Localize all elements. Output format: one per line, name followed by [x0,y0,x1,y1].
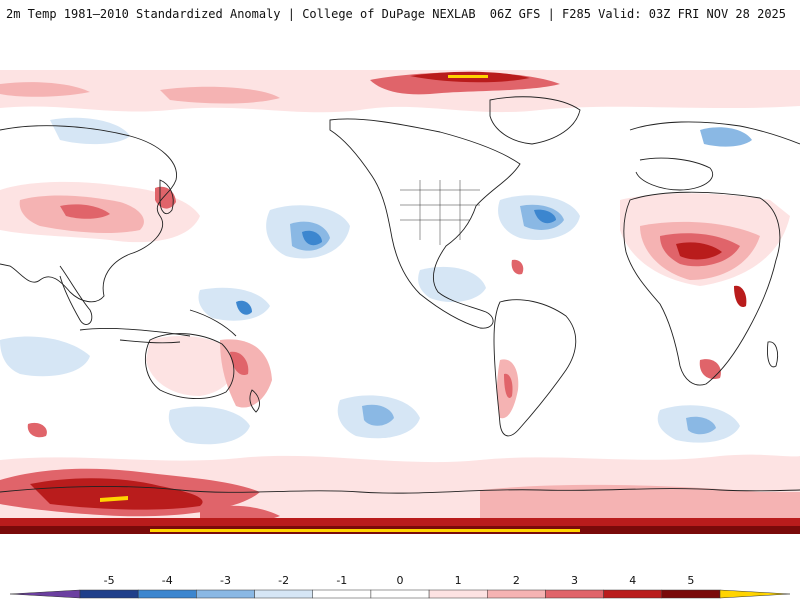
alaska-cold [50,117,130,145]
colorbar-tick-label: -2 [278,574,289,587]
colorbar-min-triangle [9,589,81,599]
antarctica-max-east [100,496,128,502]
colorbar-swatch [487,589,546,599]
colorbar-swatch [545,589,604,599]
asia-warm-anomaly [0,181,200,243]
antarctica-darkred-east [30,478,203,510]
us-state-borders [400,180,480,245]
venezuela-red [511,259,524,275]
south-africa-red [699,359,721,380]
colorbar-swatch [312,589,372,599]
south-pacific-cold-mid [362,404,394,426]
colorbar-tick-label: 2 [513,574,520,587]
indian-ocean-cold [0,336,90,377]
colorbar-swatches [9,589,791,599]
colorbar-tick-label: 4 [629,574,636,587]
scandinavia-cold [700,127,752,147]
colorbar-swatch [254,589,313,599]
east-africa-red [734,285,747,308]
colorbar-max-triangle [719,589,791,599]
arctic-max [448,75,488,78]
southwest-pacific-red [27,422,47,438]
south-america-warm-anomaly [497,259,524,419]
coastlines [0,96,800,494]
indonesia [79,309,237,344]
indonesia-cold-core [236,300,252,315]
scandinavia-warm [0,82,90,97]
colorbar-swatch [428,589,488,599]
eurasia-east-coast [0,125,177,303]
colorbar-labels: -5 -4 -3 -2 -1 0 1 2 3 4 5 [104,574,695,587]
anomaly-map [0,40,800,534]
tasman-red [230,351,249,376]
east-pacific-cold [418,266,486,303]
china-dark [60,204,110,219]
north-pacific-cold-core [302,230,322,246]
new-zealand [249,389,260,413]
header: 2m Temp 1981–2010 Standardized Anomaly |… [0,0,800,26]
model-run-label: 06Z GFS | F285 Valid: 03Z FRI NOV 28 202… [489,7,786,21]
africa-warm-anomaly [620,193,790,380]
antarctic-warm-anomaly [0,454,800,534]
colorbar-tick-label: 0 [397,574,404,587]
madagascar [767,341,779,368]
australia [144,333,235,400]
south-atlantic-cold-mid [686,416,716,435]
australia-pink [146,336,237,396]
colorbar-tick-label: -1 [336,574,347,587]
argentina-dark [504,373,513,398]
south-america [493,299,577,437]
colorbar-tick-label: 3 [571,574,578,587]
colorbar: -5 -4 -3 -2 -1 0 1 2 3 4 5 [9,574,791,599]
colorbar-tick-label: -5 [104,574,115,587]
africa [623,191,781,386]
colorbar-swatch [661,589,721,599]
cold-anomalies [0,117,752,445]
colorbar-tick-label: -4 [162,574,173,587]
colorbar-swatch [137,589,197,599]
colorbar-swatch [196,589,255,599]
bottom-max-stripe [150,529,580,532]
map-title: 2m Temp 1981–2010 Standardized Anomaly |… [6,7,476,21]
colorbar-swatch [603,589,663,599]
antarctica-coast [0,485,800,494]
indonesia-cold-light [198,287,270,321]
europe [629,121,800,191]
arctic-warm-anomaly [0,70,800,113]
sahel-darkest [676,242,722,260]
japan-islands [159,179,174,214]
greenland [489,96,581,145]
colorbar-swatch [370,589,430,599]
siberia-warm [160,86,280,104]
southern-indian-cold [168,406,250,445]
colorbar-tick-label: 5 [687,574,694,587]
colorbar-tick-label: -3 [220,574,231,587]
oceania-warm-anomaly [27,336,272,438]
north-america [329,118,521,329]
north-atlantic-cold-core [534,209,556,224]
colorbar-tick-label: 1 [455,574,462,587]
indochina [59,265,93,325]
colorbar-swatch [79,589,139,599]
antarctica-pink-west [480,484,800,518]
